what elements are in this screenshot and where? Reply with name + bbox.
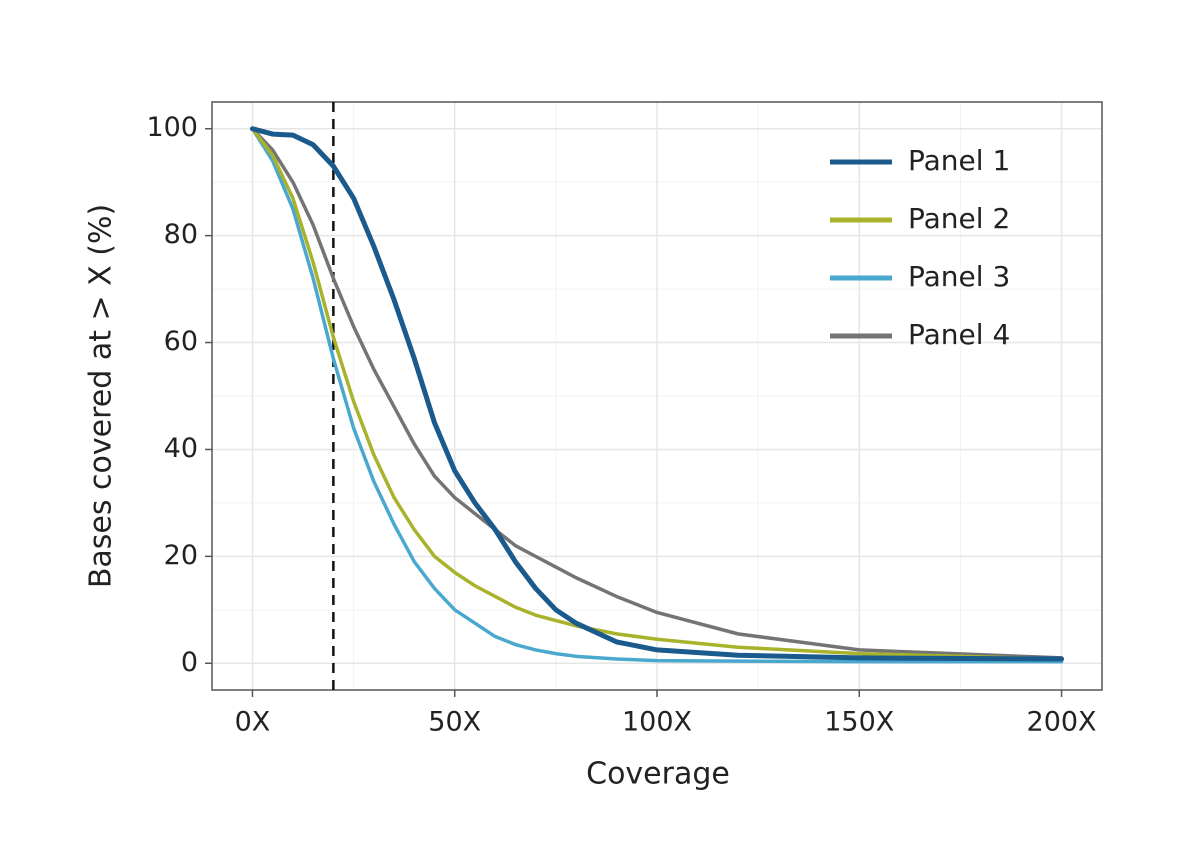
x-tick-label: 150X: [824, 707, 894, 738]
x-tick-label: 200X: [1027, 707, 1097, 738]
legend-label: Panel 4: [908, 318, 1010, 351]
legend-label: Panel 2: [908, 202, 1010, 235]
line-series: [250, 126, 1064, 660]
y-tick-label: 60: [164, 326, 198, 357]
line-series: [249, 126, 1065, 662]
y-tick-label: 100: [146, 112, 198, 143]
x-tick-label: 50X: [428, 707, 481, 738]
line-series: [250, 126, 1064, 661]
legend-label: Panel 3: [908, 260, 1010, 293]
y-tick-label: 40: [164, 433, 198, 464]
y-axis-label: Bases covered at > X (%): [84, 204, 119, 588]
x-axis-label: Coverage: [586, 757, 730, 792]
y-tick-label: 80: [164, 219, 198, 250]
line-series: [250, 126, 1064, 664]
legend-label: Panel 1: [908, 144, 1010, 177]
y-tick-label: 0: [181, 647, 198, 678]
plot-border: [211, 101, 1103, 691]
y-tick-label: 20: [164, 540, 198, 571]
x-tick-label: 100X: [622, 707, 692, 738]
x-tick-label: 0X: [235, 707, 271, 738]
